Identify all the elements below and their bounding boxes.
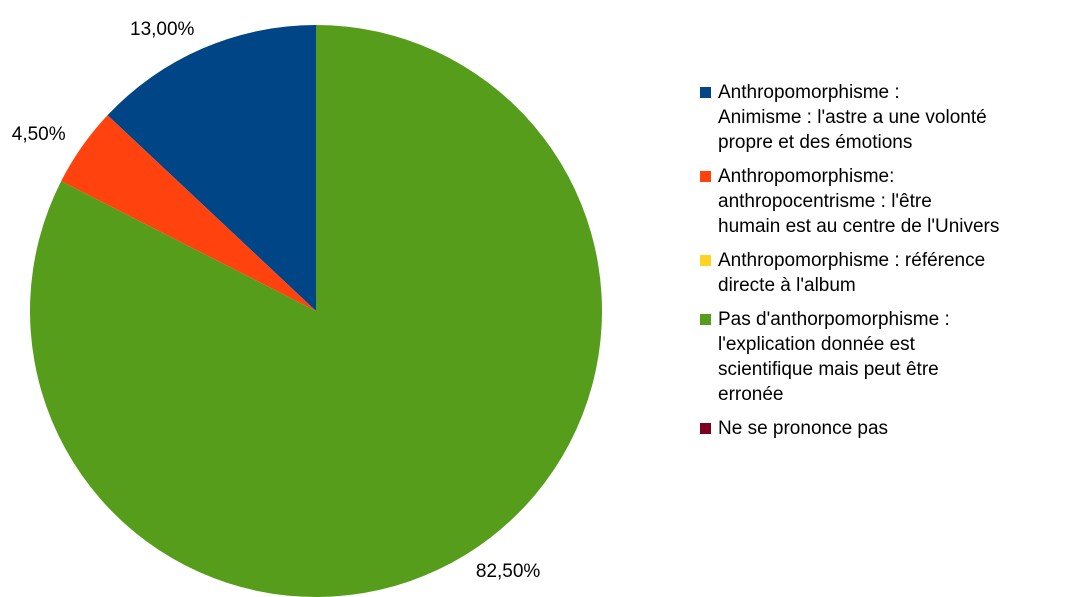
legend-entry: Pas d'anthorpomorphisme : l'explication …	[700, 307, 1070, 407]
legend-label: Anthropomorphisme: anthropocentrisme : l…	[718, 166, 1000, 237]
legend-label: Anthropomorphisme : Animisme : l'astre a…	[718, 82, 987, 153]
legend-entry: Anthropomorphisme : référence directe à …	[700, 248, 1070, 298]
pie-slice	[29, 25, 602, 597]
legend-swatch	[700, 255, 711, 266]
legend-label: Pas d'anthorpomorphisme : l'explication …	[718, 309, 950, 405]
legend-swatch	[700, 314, 711, 325]
legend-label: Ne se prononce pas	[718, 418, 889, 439]
legend-entry: Ne se prononce pas	[700, 416, 1070, 441]
legend: Anthropomorphisme : Animisme : l'astre a…	[700, 80, 1070, 441]
legend-label: Anthropomorphisme : référence directe à …	[718, 250, 986, 296]
legend-swatch	[700, 423, 711, 434]
data-label: 82,50%	[476, 561, 541, 582]
legend-swatch	[700, 87, 711, 98]
legend-entry: Anthropomorphisme: anthropocentrisme : l…	[700, 164, 1070, 239]
pie-area: 13,00% 4,50% 82,50%	[12, 19, 602, 597]
pie-slice	[61, 115, 316, 311]
data-label: 13,00%	[130, 19, 195, 40]
legend-entry: Anthropomorphisme : Animisme : l'astre a…	[700, 80, 1070, 155]
data-label: 4,50%	[12, 124, 66, 145]
pie-slice	[107, 25, 316, 311]
legend-swatch	[700, 171, 711, 182]
